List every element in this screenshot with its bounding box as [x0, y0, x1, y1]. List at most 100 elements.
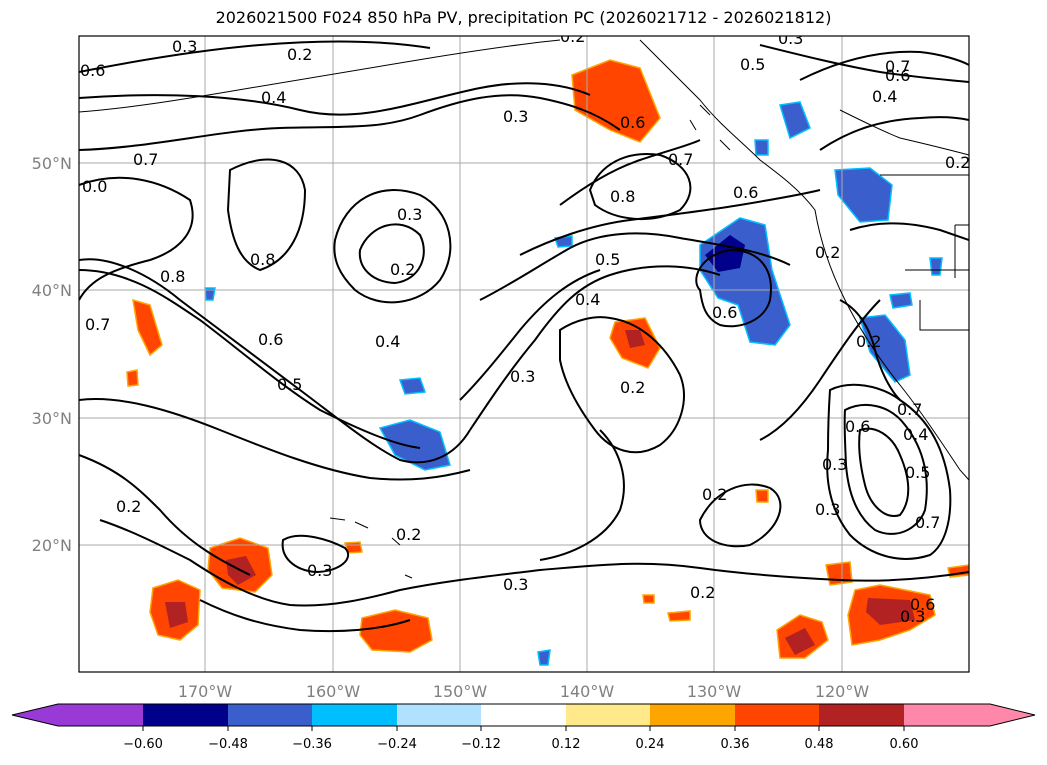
- colorbar-tick-label: 0.36: [721, 737, 750, 752]
- precip-negative-area: [929, 257, 943, 276]
- contour-label: 0.6: [80, 61, 105, 80]
- colorbar-segment: [566, 704, 650, 726]
- contour-label: 0.6: [910, 595, 935, 614]
- colorbar-tick-label: 0.24: [636, 737, 665, 752]
- contour-label: 0.2: [856, 332, 881, 351]
- contour-label: 0.5: [905, 463, 930, 482]
- contour-label: 0.6: [845, 417, 870, 436]
- colorbar-tick-label: −0.60: [123, 737, 163, 752]
- contour-label: 0.0: [82, 177, 107, 196]
- contour-label: 0.6: [885, 66, 910, 85]
- contour-label: 0.8: [160, 267, 185, 286]
- precip-positive-area: [866, 598, 915, 625]
- contour-label: 0.2: [396, 525, 421, 544]
- precip-negative-area: [859, 314, 911, 383]
- contour-label: 0.7: [885, 57, 910, 76]
- coastlines: [79, 39, 969, 579]
- contour-label: 0.6: [258, 330, 283, 349]
- pv-contours: [79, 40, 969, 633]
- colorbar-tick-label: −0.12: [461, 737, 501, 752]
- contour-label: 0.2: [390, 260, 415, 279]
- contour-label: 0.2: [116, 497, 141, 516]
- lon-label: 120°W: [815, 682, 870, 701]
- contour-label: 0.2: [690, 583, 715, 602]
- precip-negative-area: [834, 167, 893, 223]
- colorbar-tick-label: −0.24: [377, 737, 417, 752]
- lon-label: 170°W: [178, 682, 233, 701]
- contour-label: 0.2: [945, 153, 970, 172]
- precip-positive-area: [571, 59, 661, 143]
- precip-positive-area: [165, 602, 188, 628]
- contour-label: 0.3: [307, 561, 332, 580]
- precip-positive-area: [359, 609, 433, 653]
- contour-label: 0.6: [620, 113, 645, 132]
- colorbar-tick-label: −0.48: [208, 737, 248, 752]
- contour-label: 0.4: [261, 88, 286, 107]
- precip-shading: [126, 59, 969, 666]
- contour-label: 0.3: [503, 575, 528, 594]
- contour-label: 0.5: [740, 55, 765, 74]
- precip-negative-area: [537, 649, 551, 666]
- precip-negative-area: [204, 287, 216, 301]
- lon-label: 150°W: [433, 682, 488, 701]
- precip-positive-area: [755, 489, 769, 503]
- lon-label: 130°W: [687, 682, 742, 701]
- colorbar-tick-label: 0.60: [890, 737, 919, 752]
- colorbar-segment: [228, 704, 312, 726]
- lat-label: 40°N: [32, 281, 72, 300]
- colorbar-segment: [143, 704, 228, 726]
- contour-label: 0.5: [595, 250, 620, 269]
- lon-axis: 170°W 160°W 150°W 140°W 130°W 120°W: [178, 682, 870, 701]
- precip-positive-area: [642, 594, 655, 604]
- contour-label: 0.2: [560, 27, 585, 46]
- contour-label: 0.7: [668, 150, 693, 169]
- precip-negative-area: [398, 377, 427, 395]
- colorbar-segment: [397, 704, 481, 726]
- contour-label: 0.3: [397, 205, 422, 224]
- contour-label: 0.2: [287, 45, 312, 64]
- contour-label: 0.8: [250, 250, 275, 269]
- precip-negative-area: [889, 292, 913, 309]
- contour-label: 0.7: [133, 150, 158, 169]
- colorbar-segment: [12, 704, 143, 726]
- precip-positive-area: [126, 369, 139, 387]
- precip-positive-area: [785, 628, 815, 655]
- precip-positive-area: [667, 610, 691, 622]
- contour-label: 0.4: [575, 290, 600, 309]
- colorbar-segment: [904, 704, 1035, 726]
- contour-label: 0.6: [733, 183, 758, 202]
- contour-label: 0.7: [85, 315, 110, 334]
- contour-label: 0.3: [900, 607, 925, 626]
- contour-label: 0.2: [620, 378, 645, 397]
- contour-label: 0.4: [375, 332, 400, 351]
- contour-labels: 0.3 0.2 0.6 0.4 0.7 0.0 0.8 0.3 0.2 0.8 …: [80, 27, 970, 626]
- colorbar-segment: [650, 704, 735, 726]
- contour-label: 0.3: [172, 37, 197, 56]
- contour-label: 0.3: [503, 107, 528, 126]
- contour-label: 0.5: [277, 375, 302, 394]
- contour-label: 0.3: [822, 455, 847, 474]
- precip-negative-area: [779, 101, 811, 140]
- colorbar-segment: [819, 704, 904, 726]
- lon-label: 140°W: [560, 682, 615, 701]
- precip-negative-area: [378, 419, 451, 471]
- contour-label: 0.3: [778, 29, 803, 48]
- precip-positive-area: [625, 330, 645, 348]
- map-frame: [78, 35, 970, 673]
- contour-label: 0.7: [897, 400, 922, 419]
- contour-label: 0.2: [815, 243, 840, 262]
- contour-label: 0.4: [872, 87, 897, 106]
- map-title: 2026021500 F024 850 hPa PV, precipitatio…: [215, 8, 832, 27]
- colorbar-tick-label: 0.12: [552, 737, 581, 752]
- lat-label: 50°N: [32, 154, 72, 173]
- lat-label: 30°N: [32, 409, 72, 428]
- colorbar: −0.60 −0.48 −0.36 −0.24 −0.12 0.12 0.24 …: [11, 703, 1036, 752]
- contour-label: 0.4: [903, 425, 928, 444]
- contour-label: 0.3: [815, 500, 840, 519]
- contour-label: 0.7: [915, 513, 940, 532]
- contour-label: 0.6: [712, 303, 737, 322]
- colorbar-segment: [481, 704, 566, 726]
- lat-label: 20°N: [32, 536, 72, 555]
- colorbar-segment: [735, 704, 819, 726]
